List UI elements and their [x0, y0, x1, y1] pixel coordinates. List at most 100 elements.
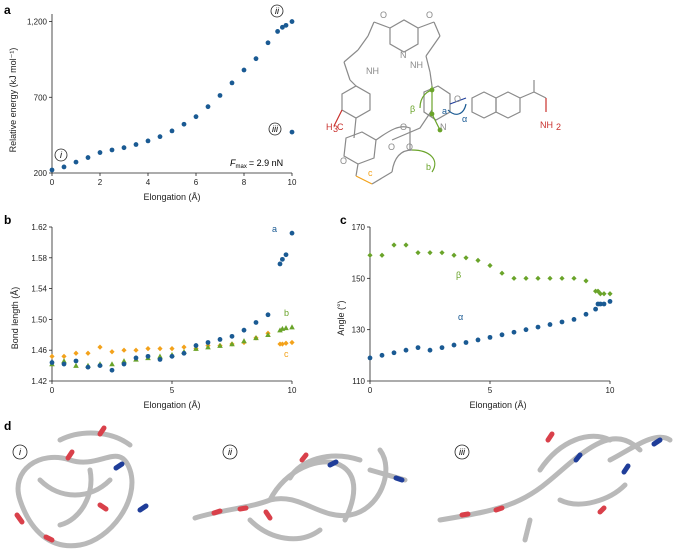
- angle-alpha-point: [427, 347, 433, 353]
- energy-point: [181, 121, 187, 127]
- bond-b-point: [121, 358, 127, 364]
- panel-c-ytick-label: 170: [352, 223, 366, 232]
- angle-beta-point: [547, 275, 553, 281]
- angle-beta-point: [499, 270, 505, 276]
- svg-text:c: c: [368, 168, 373, 178]
- bond-a-point: [157, 357, 163, 362]
- angle-alpha-point: [391, 350, 397, 356]
- panel-a-xtick-label: 8: [242, 178, 247, 187]
- angle-beta-point: [391, 242, 397, 248]
- energy-point: [73, 159, 79, 165]
- angle-alpha-point: [499, 332, 505, 338]
- svg-text:O: O: [454, 94, 461, 104]
- callout-ii: ii: [270, 4, 284, 18]
- energy-point: [97, 150, 103, 155]
- angle-alpha-point: [607, 299, 613, 304]
- panel-b-xlabel: Elongation (Å): [143, 400, 200, 410]
- bond-a-point: [109, 367, 115, 373]
- energy-point: [217, 93, 223, 98]
- bond-a-point: [217, 337, 223, 342]
- angle-beta-point: [535, 275, 541, 281]
- bond-a-point: [97, 363, 103, 368]
- molecule-structure: [333, 19, 547, 185]
- structure-ii: ii: [222, 444, 238, 460]
- panel-c-ylabel: Angle (°): [336, 300, 346, 335]
- angle-beta-point: [583, 278, 589, 284]
- panel-a-ytick-label: 1,200: [27, 18, 48, 27]
- bond-c-point: [157, 346, 163, 352]
- energy-point: [205, 104, 211, 110]
- energy-point: [85, 155, 91, 160]
- svg-text:O: O: [426, 10, 433, 20]
- svg-text:3: 3: [333, 124, 338, 134]
- panel-a-xtick-label: 4: [146, 178, 151, 187]
- bond-c-point: [73, 350, 79, 356]
- svg-text:i: i: [19, 447, 22, 457]
- bond-a-point: [85, 364, 91, 370]
- svg-text:iii: iii: [459, 447, 466, 457]
- angle-beta-point: [597, 291, 603, 297]
- bond-b-point: [283, 325, 289, 331]
- panel-label-c: c: [340, 213, 347, 227]
- callout-i: i: [54, 148, 68, 162]
- energy-point: [283, 22, 289, 28]
- series-label-a: a: [272, 224, 277, 234]
- bond-b-point: [241, 338, 247, 344]
- bond-b-point: [289, 324, 295, 330]
- bond-c-point: [121, 347, 127, 353]
- bond-a-point: [289, 230, 295, 236]
- angle-alpha-point: [403, 347, 409, 353]
- energy-point: [193, 114, 199, 120]
- bond-b-point: [109, 361, 115, 367]
- svg-text:ii: ii: [228, 447, 233, 457]
- bond-a-point: [181, 350, 187, 356]
- angle-beta-point: [571, 275, 577, 281]
- angle-alpha-point: [439, 345, 445, 351]
- angle-beta-point: [601, 291, 607, 297]
- bond-c-point: [289, 339, 295, 346]
- bond-c-point: [133, 347, 139, 353]
- energy-ruptured-point: [289, 129, 295, 135]
- fmax-sub: max: [236, 164, 247, 170]
- panel-c-ytick-label: 130: [352, 326, 366, 335]
- panel-c-xtick-label: 10: [606, 386, 615, 395]
- panel-a-ytick-label: 700: [34, 93, 48, 102]
- angle-alpha-point: [598, 301, 603, 307]
- energy-point: [121, 145, 127, 151]
- bond-a-point: [265, 312, 271, 318]
- panel-a-xtick-label: 0: [50, 178, 55, 187]
- energy-point: [289, 19, 295, 24]
- angle-alpha-point: [511, 329, 517, 335]
- bond-a-point: [193, 343, 199, 348]
- bond-c-point: [181, 344, 187, 350]
- panel-b-xtick-label: 0: [50, 386, 55, 395]
- panel-b-ytick-label: 1.46: [31, 346, 47, 355]
- panel-b-ytick-label: 1.50: [31, 315, 47, 324]
- bond-a-point: [133, 355, 139, 361]
- bond-a-point: [229, 333, 235, 339]
- angle-alpha-point: [571, 317, 577, 322]
- stick-models: [14, 425, 673, 549]
- svg-text:O: O: [380, 10, 387, 20]
- bond-a-point: [205, 340, 211, 345]
- bond-c-point: [109, 349, 115, 355]
- angle-alpha-point: [367, 355, 373, 361]
- energy-point: [241, 67, 247, 73]
- fmax-symbol: F: [230, 158, 236, 168]
- angle-beta-point: [379, 252, 385, 258]
- panel-c-xtick-label: 0: [368, 386, 373, 395]
- series-label-c: c: [284, 349, 289, 359]
- energy-point: [265, 40, 271, 46]
- svg-text:NH: NH: [366, 66, 379, 76]
- svg-text:NH: NH: [410, 60, 423, 70]
- panel-c-xlabel: Elongation (Å): [469, 400, 526, 410]
- bond-b-point: [61, 358, 67, 364]
- angle-alpha-point: [559, 319, 565, 325]
- svg-text:N: N: [440, 122, 447, 132]
- structure-iii: iii: [454, 444, 470, 460]
- bond-a-point: [121, 361, 127, 367]
- angle-beta-point: [559, 275, 565, 281]
- bond-b-point: [157, 353, 163, 359]
- angle-alpha-point: [593, 306, 598, 312]
